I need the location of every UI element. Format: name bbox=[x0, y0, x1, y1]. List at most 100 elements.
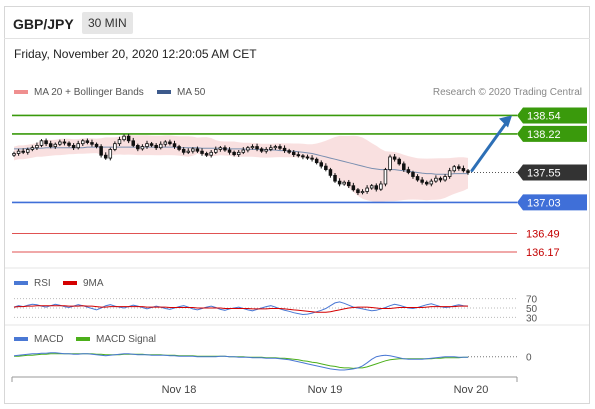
candle-body bbox=[218, 147, 223, 150]
candle-body bbox=[30, 147, 35, 150]
candle-body bbox=[420, 179, 424, 183]
candle-body bbox=[328, 169, 333, 176]
candle-body bbox=[172, 143, 177, 147]
rsi-legend: RSI 9MA bbox=[14, 278, 104, 289]
candle-body bbox=[415, 176, 420, 181]
ma50-line bbox=[14, 146, 468, 175]
main-legend: MA 20 + Bollinger Bands MA 50 Research ©… bbox=[14, 87, 582, 98]
candle-body bbox=[25, 149, 30, 153]
symbol-label: GBP/JPY bbox=[13, 16, 74, 32]
candle-body bbox=[337, 180, 342, 185]
rsi-ma9-line bbox=[13, 305, 468, 313]
candle-body bbox=[44, 140, 48, 145]
candle-body bbox=[186, 150, 191, 153]
macd-tick-0: 0 bbox=[526, 353, 532, 364]
candle-body bbox=[241, 149, 246, 153]
candle-body bbox=[53, 143, 58, 147]
candle-body bbox=[21, 150, 25, 153]
candle-body bbox=[347, 181, 351, 187]
candle-body bbox=[287, 150, 291, 153]
candle-body bbox=[301, 155, 305, 158]
candle-body bbox=[39, 140, 44, 146]
level-tag-137-03 bbox=[517, 194, 587, 211]
rsi-line bbox=[13, 301, 469, 316]
copyright-label: Research © 2020 Trading Central bbox=[433, 87, 582, 98]
candle-body bbox=[374, 185, 379, 190]
candle-body bbox=[204, 153, 209, 156]
candle-body bbox=[35, 145, 39, 149]
candle-body bbox=[457, 166, 461, 169]
candle-body bbox=[443, 176, 447, 181]
candle-body bbox=[126, 135, 131, 142]
candle-body bbox=[90, 142, 94, 145]
candle-body bbox=[264, 149, 268, 152]
candle-body bbox=[62, 141, 67, 144]
projection-arrow-shaft bbox=[470, 118, 510, 172]
macd-line bbox=[13, 352, 468, 371]
candle-body bbox=[131, 140, 135, 146]
timeframe-button[interactable]: 30 MIN bbox=[82, 12, 133, 34]
candle-body bbox=[85, 140, 90, 143]
legend-label-ma50: MA 50 bbox=[177, 87, 206, 98]
candle-body bbox=[333, 174, 337, 182]
candle-body bbox=[365, 187, 369, 192]
macd-panel: 0 bbox=[13, 352, 532, 371]
price-panel bbox=[12, 114, 517, 253]
candle-body bbox=[67, 142, 71, 146]
candle-body bbox=[168, 141, 172, 145]
candle-body bbox=[236, 151, 241, 156]
candle-body bbox=[48, 143, 53, 147]
candle-body bbox=[177, 146, 181, 150]
candle-body bbox=[158, 143, 163, 149]
legend-label-rsi: RSI bbox=[34, 278, 51, 289]
projection-arrow-head bbox=[499, 115, 512, 128]
candle-body bbox=[108, 149, 113, 159]
candle-body bbox=[12, 153, 16, 156]
candle-body bbox=[246, 147, 250, 151]
rsi-tick-50: 50 bbox=[526, 304, 538, 315]
legend-swatch-rsi bbox=[14, 281, 28, 285]
candle-body bbox=[163, 141, 168, 145]
candle-body bbox=[360, 191, 365, 194]
level-tag-137-55 bbox=[517, 164, 587, 181]
candle-body bbox=[466, 170, 470, 173]
candle-body bbox=[314, 158, 319, 164]
level-tag-138-54 bbox=[517, 107, 587, 124]
candle-body bbox=[136, 145, 140, 150]
candle-body bbox=[154, 145, 158, 149]
candle-body bbox=[16, 150, 21, 154]
candle-body bbox=[181, 149, 186, 153]
candle-body bbox=[117, 139, 122, 145]
candle-body bbox=[113, 143, 117, 150]
candle-body bbox=[200, 150, 204, 154]
level-tag-text-138-54: 138.54 bbox=[527, 110, 561, 122]
legend-swatch-ma50 bbox=[157, 90, 171, 94]
macd-signal-line bbox=[14, 353, 468, 369]
rsi-tick-70: 70 bbox=[526, 295, 538, 306]
candle-body bbox=[411, 172, 415, 177]
candle-body bbox=[149, 143, 154, 146]
candle-body bbox=[76, 143, 80, 149]
x-tick-label: Nov 18 bbox=[162, 384, 197, 396]
candle-body bbox=[310, 157, 314, 160]
macd-legend: MACD MACD Signal bbox=[14, 334, 156, 345]
candle-body bbox=[195, 148, 200, 152]
rsi-tick-30: 30 bbox=[526, 313, 538, 324]
candle-body bbox=[356, 189, 360, 194]
legend-label-bollinger: MA 20 + Bollinger Bands bbox=[34, 87, 144, 98]
legend-swatch-bollinger bbox=[14, 90, 28, 94]
candle-body bbox=[259, 148, 264, 152]
candle-body bbox=[388, 156, 392, 170]
candle-body bbox=[324, 165, 328, 170]
candle-body bbox=[140, 146, 145, 150]
chart-header: GBP/JPY 30 MIN bbox=[4, 6, 590, 39]
candle-body bbox=[429, 180, 434, 185]
candle-body bbox=[296, 154, 301, 157]
candle-body bbox=[94, 143, 99, 147]
level-label-136-49: 136.49 bbox=[526, 229, 560, 241]
level-label-136-17: 136.17 bbox=[526, 247, 560, 259]
price-level-tags: 138.54 138.22 137.55 137.03 136.49 136.17 bbox=[517, 107, 587, 259]
candle-body bbox=[122, 135, 126, 141]
